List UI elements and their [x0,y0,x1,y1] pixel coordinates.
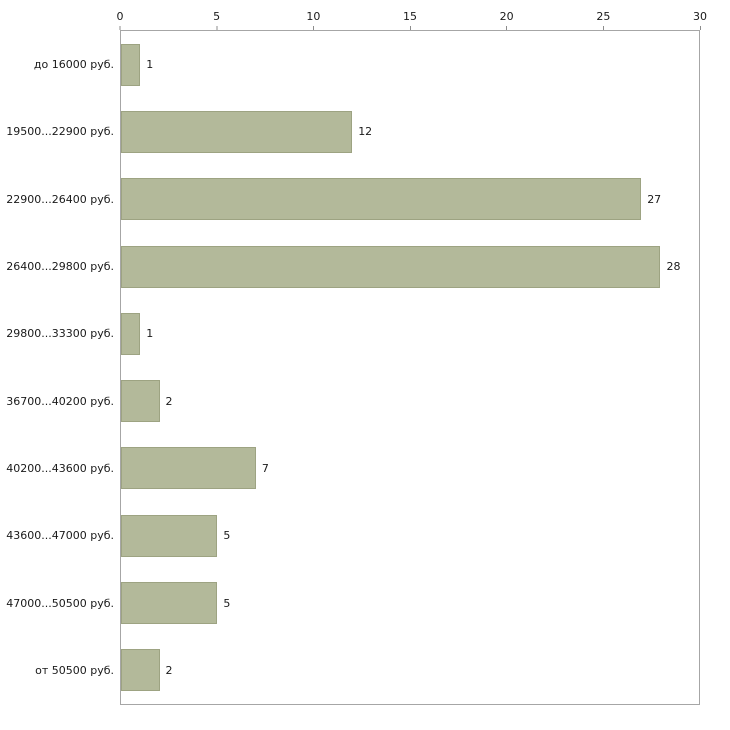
x-axis-tick-mark [312,26,314,30]
value-label: 1 [146,327,154,341]
category-label: 43600...47000 руб. [6,529,114,543]
x-axis-tick: 15 [403,10,417,30]
x-axis-tick: 0 [117,10,124,30]
value-label: 2 [165,394,173,408]
chart-row: 29800...33300 руб. 1 [6,300,699,367]
bar [121,380,160,423]
category-label: 19500...22900 руб. [6,125,114,139]
bar [121,43,141,86]
x-axis-tick-label: 20 [499,10,514,23]
chart-row: 43600...47000 руб. 5 [6,502,699,569]
x-axis-tick: 5 [213,10,220,30]
x-axis-tick: 10 [306,10,320,30]
category-label: 29800...33300 руб. [6,327,114,341]
plot-area: до 16000 руб. 1 19500...22900 руб. 12 22900.… [6,30,700,705]
category-label: 36700...40200 руб. [6,394,114,408]
bar [121,312,141,355]
x-axis-tick-label: 10 [306,10,321,23]
chart-row: до 16000 руб. 1 [34,31,699,98]
value-label: 2 [165,663,173,677]
category-label: до 16000 руб. [33,58,114,72]
value-label: 5 [223,596,231,610]
category-label: 26400...29800 руб. [6,260,114,274]
x-axis-tick-label: 15 [403,10,417,23]
x-axis-tick-mark [409,26,411,30]
x-axis-tick-mark [216,26,218,30]
x-axis: 0 5 10 15 20 25 30 [117,0,707,30]
value-label: 27 [647,192,662,206]
x-axis-tick-label: 25 [596,10,611,23]
bar [121,582,218,625]
x-axis-tick-mark [699,26,701,30]
category-label: 47000...50500 руб. [6,596,114,610]
x-axis-tick-label: 0 [116,10,124,23]
value-label: 5 [223,529,231,543]
category-label: от 50500 руб. [35,663,114,677]
x-axis-tick: 20 [500,10,514,30]
chart-row: 19500...22900 руб. 12 [6,98,699,165]
chart-row: 26400...29800 руб. 28 [6,233,699,300]
bar [121,649,160,692]
value-label: 12 [358,125,373,139]
category-label: 40200...43600 руб. [6,461,114,475]
x-axis-tick-label: 30 [693,10,707,23]
bar [121,447,256,490]
value-label: 1 [146,58,154,72]
x-axis-tick-label: 5 [213,10,221,23]
bars-area: до 16000 руб. 1 19500...22900 руб. 12 22900.… [6,31,699,704]
x-axis-tick: 30 [693,10,707,30]
chart-row: от 50500 руб. 2 [35,637,699,704]
chart-row: 47000...50500 руб. 5 [6,569,699,636]
x-axis-tick-mark [119,26,121,30]
x-axis-tick: 25 [596,10,610,30]
x-axis-tick-mark [506,26,508,30]
value-label: 7 [261,461,269,475]
bar [121,178,642,221]
chart-row: 36700...40200 руб. 2 [6,367,699,434]
value-label: 28 [666,260,681,274]
bar [121,110,353,153]
x-axis-tick-mark [602,26,604,30]
bar [121,245,661,288]
chart-row: 40200...43600 руб. 7 [6,435,699,502]
chart-row: 22900...26400 руб. 27 [6,166,699,233]
bar [121,514,218,557]
category-label: 22900...26400 руб. [6,192,114,206]
